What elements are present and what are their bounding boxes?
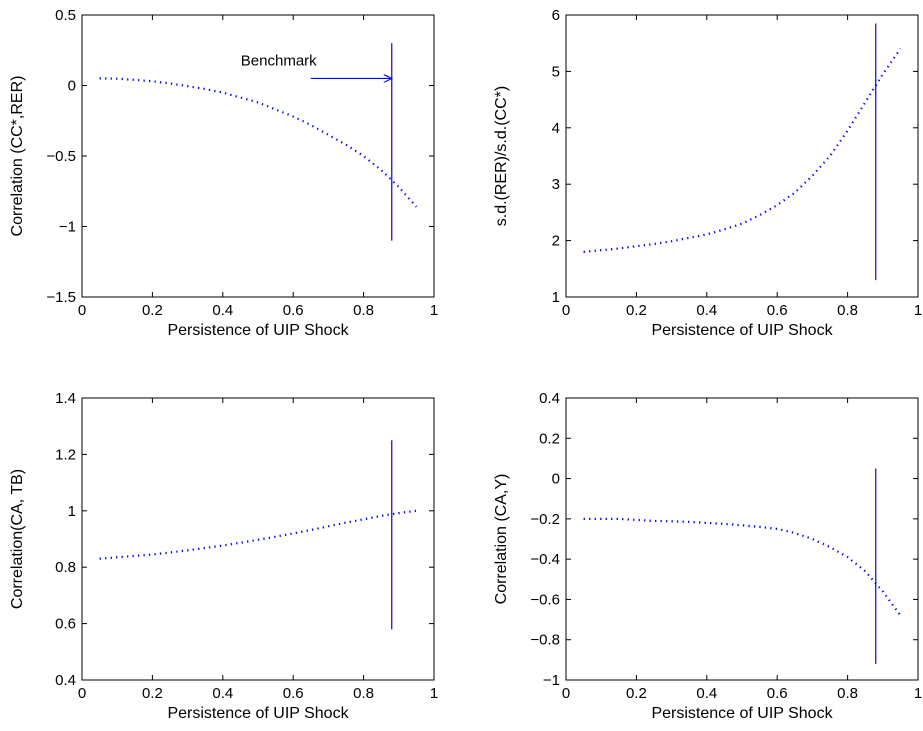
series-line xyxy=(583,517,902,617)
y-tick-label: 6 xyxy=(552,7,560,24)
x-tick-label: 0 xyxy=(562,302,570,319)
y-tick-label: 0.6 xyxy=(55,616,76,633)
y-tick-label: 1.4 xyxy=(55,390,76,407)
x-tick-label: 0.8 xyxy=(837,685,858,702)
series-line xyxy=(99,77,418,208)
x-tick-label: 0.2 xyxy=(142,685,163,702)
y-tick-label: −1 xyxy=(59,219,76,236)
series-line xyxy=(99,509,417,560)
y-tick-label: 1 xyxy=(68,503,76,520)
x-tick-label: 1 xyxy=(914,685,922,702)
annotation-label: Benchmark xyxy=(241,52,317,69)
x-tick-label: 0.2 xyxy=(626,685,647,702)
x-tick-label: 0.4 xyxy=(212,685,233,702)
y-axis-label: s.d.(RER)/s.d.(CC*) xyxy=(493,86,510,226)
y-tick-label: 0.8 xyxy=(55,559,76,576)
x-tick-label: 0.6 xyxy=(283,302,304,319)
y-tick-label: −0.8 xyxy=(530,632,560,649)
y-tick-label: 0 xyxy=(552,471,560,488)
panel-1: 0 0.2 0.4 0.6 0.8 1 −1.5 −1 −0.5 0 0.5 Persistence … xyxy=(9,7,438,339)
x-tick-label: 0.4 xyxy=(212,302,233,319)
x-tick-label: 0.4 xyxy=(696,302,717,319)
x-tick-label: 0.4 xyxy=(696,685,717,702)
x-axis-label: Persistence of UIP Shock xyxy=(167,322,349,339)
y-tick-label: 0.5 xyxy=(55,7,76,24)
x-tick-label: 0 xyxy=(78,302,86,319)
x-tick-label: 0.6 xyxy=(767,685,788,702)
x-tick-label: 1 xyxy=(430,685,438,702)
y-tick-label: 0.4 xyxy=(539,390,560,407)
x-tick-label: 0 xyxy=(562,685,570,702)
x-tick-label: 0.8 xyxy=(837,302,858,319)
y-tick-label: −0.5 xyxy=(46,148,76,165)
y-tick-label: 5 xyxy=(552,63,560,80)
x-tick-label: 0.6 xyxy=(283,685,304,702)
x-tick-label: 0.6 xyxy=(767,302,788,319)
x-tick-label: 1 xyxy=(430,302,438,319)
axes-box xyxy=(565,14,919,298)
y-axis-label: Correlation (CC*,RER) xyxy=(9,76,26,237)
y-tick-label: 4 xyxy=(552,120,560,137)
y-tick-label: 0.4 xyxy=(55,672,76,689)
y-tick-label: 1.2 xyxy=(55,446,76,463)
y-tick-label: −1 xyxy=(543,672,560,689)
y-tick-label: 1 xyxy=(552,289,560,306)
y-tick-label: 2 xyxy=(552,233,560,250)
x-tick-label: 0.8 xyxy=(353,685,374,702)
x-tick-label: 0 xyxy=(78,685,86,702)
x-tick-label: 0.2 xyxy=(626,302,647,319)
x-tick-label: 1 xyxy=(914,302,922,319)
panel-4: 0 0.2 0.4 0.6 0.8 1 −1 −0.8 −0.6 −0.4 −0.2 0 0.2 0.4 P… xyxy=(493,390,922,722)
y-tick-label: 3 xyxy=(552,176,560,193)
x-tick-label: 0.8 xyxy=(353,302,374,319)
y-tick-label: −0.6 xyxy=(530,591,560,608)
y-tick-label: −1.5 xyxy=(46,289,76,306)
panel-3: 0 0.2 0.4 0.6 0.8 1 0.4 0.6 0.8 1 1.2 1.4 Persistenc… xyxy=(9,390,438,722)
x-axis-label: Persistence of UIP Shock xyxy=(167,705,349,722)
y-axis-label: Correlation (CA,Y) xyxy=(493,474,510,605)
y-tick-label: 0 xyxy=(68,78,76,95)
panel-2: 0 0.2 0.4 0.6 0.8 1 1 2 3 4 5 6 Persistence of UIP S… xyxy=(493,7,922,339)
y-tick-label: −0.2 xyxy=(530,511,560,528)
y-axis-label: Correlation(CA, TB) xyxy=(9,469,26,609)
x-axis-label: Persistence of UIP Shock xyxy=(651,322,833,339)
y-tick-label: 0.2 xyxy=(539,430,560,447)
x-axis-label: Persistence of UIP Shock xyxy=(651,705,833,722)
axes-box xyxy=(565,397,919,681)
x-tick-label: 0.2 xyxy=(142,302,163,319)
series-line xyxy=(583,48,902,253)
y-tick-label: −0.4 xyxy=(530,551,560,568)
axes-box xyxy=(81,397,435,681)
